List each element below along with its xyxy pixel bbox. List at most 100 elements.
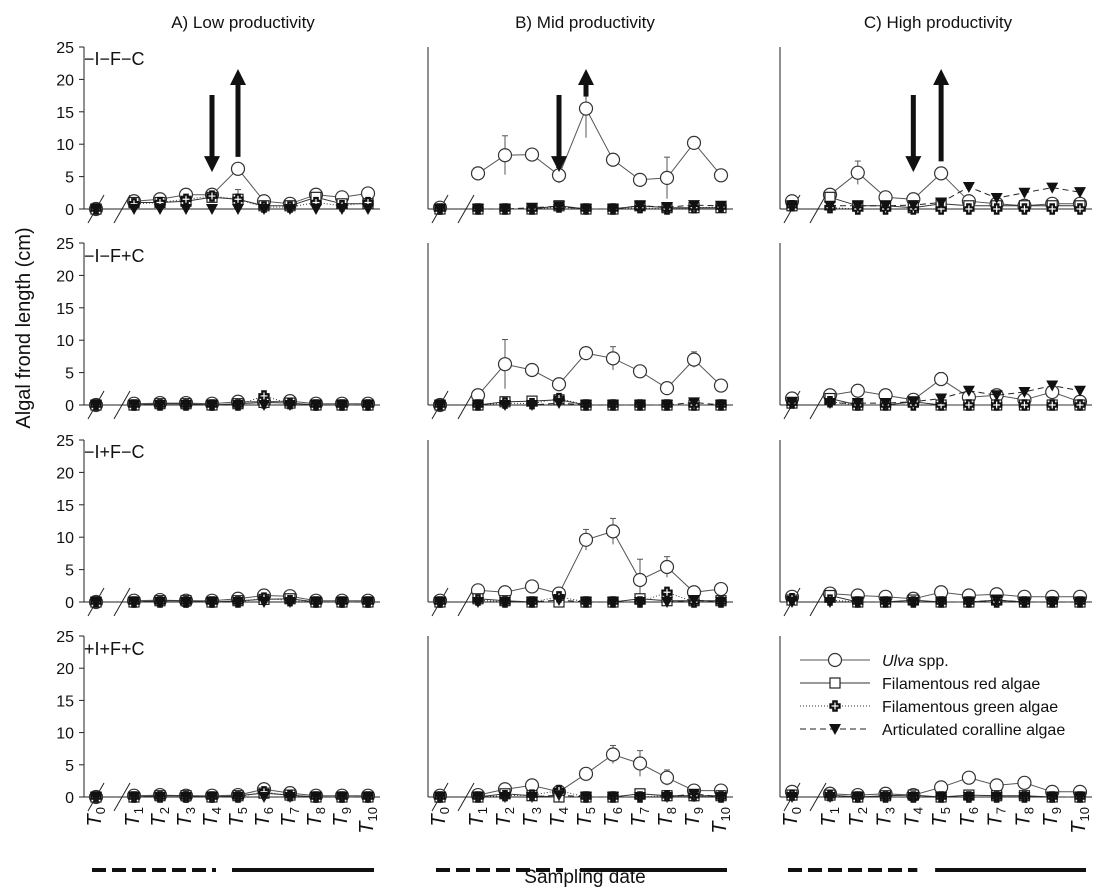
y-tick-label: 15	[56, 301, 74, 318]
series-line	[134, 196, 368, 207]
x-tick-subscript: 6	[966, 807, 981, 814]
panel-1-2	[427, 47, 733, 224]
data-point	[605, 524, 621, 539]
y-tick-label: 15	[56, 498, 74, 515]
data-point	[634, 400, 646, 411]
axis-break-mark	[809, 194, 827, 224]
x-tick-subscript: 1	[131, 807, 146, 814]
data-point	[128, 597, 140, 608]
data-point	[935, 393, 948, 405]
data-point	[180, 400, 192, 411]
data-point	[553, 398, 565, 410]
series-4	[786, 181, 1086, 212]
x-tick-letter: T	[547, 812, 569, 826]
x-tick-letter: T	[655, 812, 677, 826]
legend-item: Articulated coralline algae	[800, 722, 1065, 739]
x-tick-label: T6	[252, 807, 276, 826]
data-point	[128, 204, 140, 215]
panel-1-1: 0 5 10 15 20 25	[56, 40, 380, 224]
row-label-2: −I−F+C	[84, 246, 145, 266]
data-point	[284, 204, 296, 215]
y-tick-label: 20	[56, 661, 74, 678]
y-tick-label: 10	[56, 137, 74, 154]
data-point	[258, 597, 270, 608]
x-tick-subscript: 1	[827, 807, 842, 814]
panel-2-3	[779, 243, 1092, 420]
data-point	[962, 597, 975, 608]
x-tick-label: T5	[574, 807, 598, 826]
data-point	[715, 400, 727, 411]
x-tick-label: T0	[780, 807, 804, 826]
series-line	[478, 401, 722, 406]
data-point	[336, 204, 348, 215]
data-point	[786, 597, 798, 608]
axis-break-mark	[457, 194, 475, 224]
x-tick-letter: T	[957, 812, 979, 826]
data-point	[230, 161, 246, 176]
x-tick-letter: T	[428, 812, 450, 826]
data-point	[659, 170, 675, 185]
x-tick-subscript: 10	[1077, 807, 1092, 821]
data-point	[605, 351, 621, 366]
x-tick-label: T2	[846, 807, 870, 826]
x-tick-subscript: 2	[502, 807, 517, 814]
data-point	[851, 398, 864, 410]
x-tick-letter: T	[466, 812, 488, 826]
data-point	[686, 352, 702, 367]
data-point	[578, 532, 594, 547]
column-title-b: B) Mid productivity	[515, 13, 655, 32]
series-line	[829, 398, 1080, 406]
data-point	[661, 202, 673, 214]
data-point	[990, 399, 1003, 411]
series-line	[829, 196, 1080, 209]
data-point	[990, 595, 1003, 607]
x-tick-letter: T	[330, 812, 352, 826]
data-point	[688, 200, 700, 212]
legend-marker	[827, 652, 843, 668]
data-point	[362, 204, 374, 215]
series-line	[478, 599, 722, 603]
y-tick-label: 20	[56, 268, 74, 285]
data-point	[659, 559, 675, 575]
y-tick-label: 5	[65, 563, 74, 580]
panel-2-1: 0 5 10 15 20 25	[56, 236, 380, 420]
data-point	[472, 204, 484, 215]
x-tick-subscript: 8	[664, 807, 679, 814]
data-point	[961, 770, 976, 785]
data-point	[1046, 203, 1058, 215]
data-point	[686, 135, 702, 151]
x-tick-subscript: 0	[789, 807, 804, 814]
data-point	[580, 204, 592, 215]
data-point	[713, 378, 729, 393]
data-point	[524, 579, 540, 594]
y-tick-label: 0	[65, 595, 74, 612]
data-point	[1046, 182, 1059, 194]
data-point	[688, 397, 700, 409]
data-point	[1074, 399, 1086, 411]
legend-label-italic: Ulva	[882, 653, 914, 670]
data-point	[989, 778, 1004, 793]
x-tick-subscript: 2	[157, 807, 172, 814]
x-tick-subscript: 0	[437, 807, 452, 814]
row-label-3: −I+F−C	[84, 442, 145, 462]
data-point	[713, 168, 729, 183]
x-tick-label: T7	[628, 807, 652, 826]
legend-item: Ulva spp.	[800, 652, 949, 670]
x-tick-subscript: 9	[691, 807, 706, 814]
x-tick-letter: T	[1068, 820, 1090, 834]
x-tick-letter: T	[356, 820, 378, 834]
arrow-head	[905, 156, 922, 173]
data-point	[659, 770, 675, 785]
x-tick-label: T9	[1040, 807, 1064, 826]
x-tick-subscript: 3	[883, 807, 898, 814]
panel-3-1: 0 5 10 15 20 25	[56, 433, 380, 617]
data-point	[470, 166, 486, 181]
series-line	[830, 186, 1081, 207]
x-tick-letter: T	[252, 812, 274, 826]
x-tick-label: T5	[929, 807, 953, 826]
data-point	[180, 204, 192, 215]
series-line	[477, 107, 722, 181]
data-point	[634, 597, 646, 608]
